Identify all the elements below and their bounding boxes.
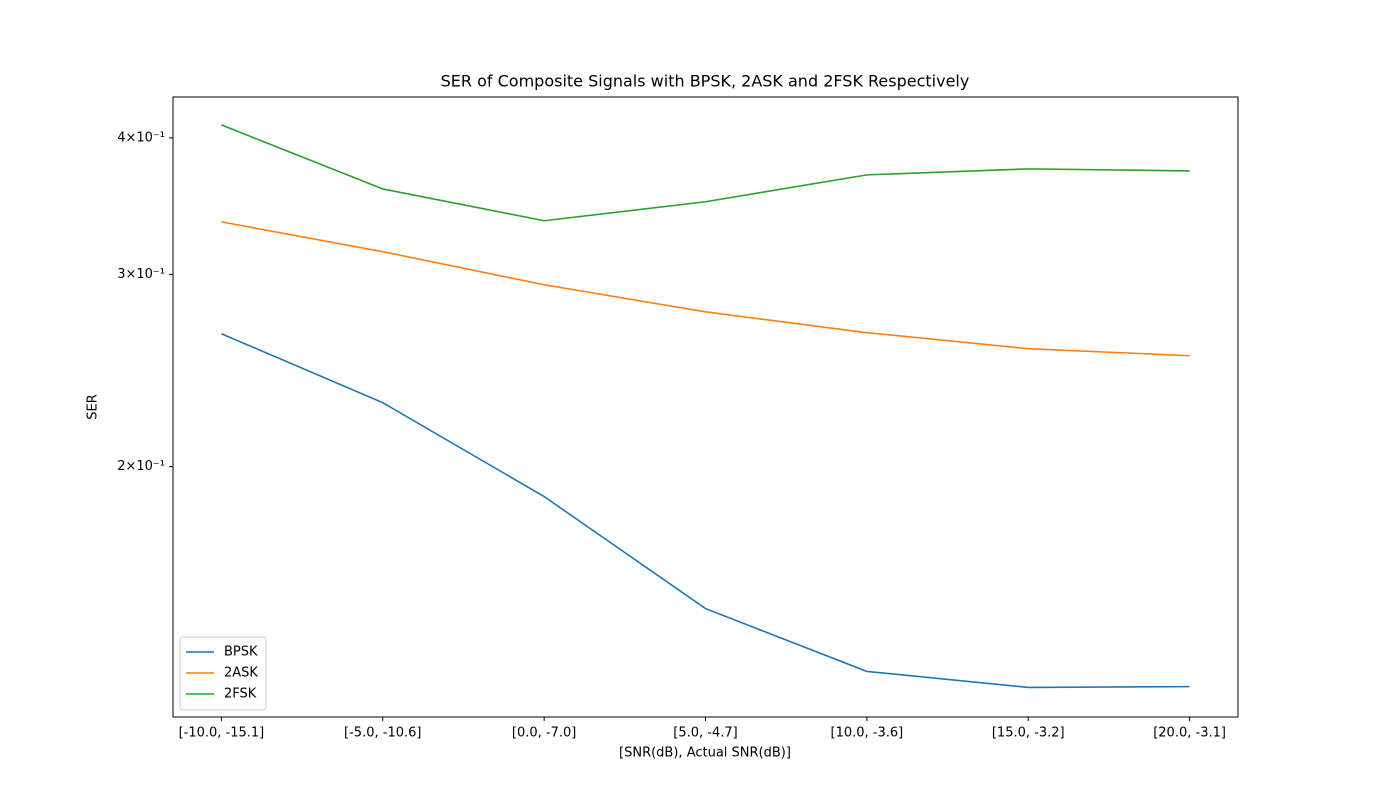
x-tick-label: [0.0, -7.0]	[512, 726, 576, 741]
y-tick-label: 4×10⁻¹	[117, 130, 165, 145]
series-line	[221, 333, 1190, 689]
x-tick-label: [5.0, -4.7]	[673, 726, 737, 741]
chart-title: SER of Composite Signals with BPSK, 2ASK…	[441, 72, 970, 91]
y-tick-label: 2×10⁻¹	[117, 459, 165, 474]
x-tick-label: [15.0, -3.2]	[992, 726, 1065, 741]
y-tick-label: 3×10⁻¹	[117, 267, 165, 282]
y-axis-label: SER	[86, 394, 101, 420]
x-axis-label: [SNR(dB), Actual SNR(dB)]	[619, 746, 791, 761]
x-tick-label: [10.0, -3.6]	[831, 726, 904, 741]
series-line	[221, 124, 1190, 222]
legend-label: 2ASK	[224, 666, 258, 681]
x-tick-label: [20.0, -3.1]	[1153, 726, 1226, 741]
x-tick-label: [-5.0, -10.6]	[344, 726, 421, 741]
legend-label: 2FSK	[224, 687, 257, 702]
legend: BPSK 2ASK 2FSK	[179, 636, 267, 711]
series-line	[221, 221, 1190, 357]
legend-label: BPSK	[224, 645, 258, 660]
plot-frame	[172, 96, 1239, 718]
x-tick-label: [-10.0, -15.1]	[179, 726, 265, 741]
legend-box	[179, 636, 267, 711]
